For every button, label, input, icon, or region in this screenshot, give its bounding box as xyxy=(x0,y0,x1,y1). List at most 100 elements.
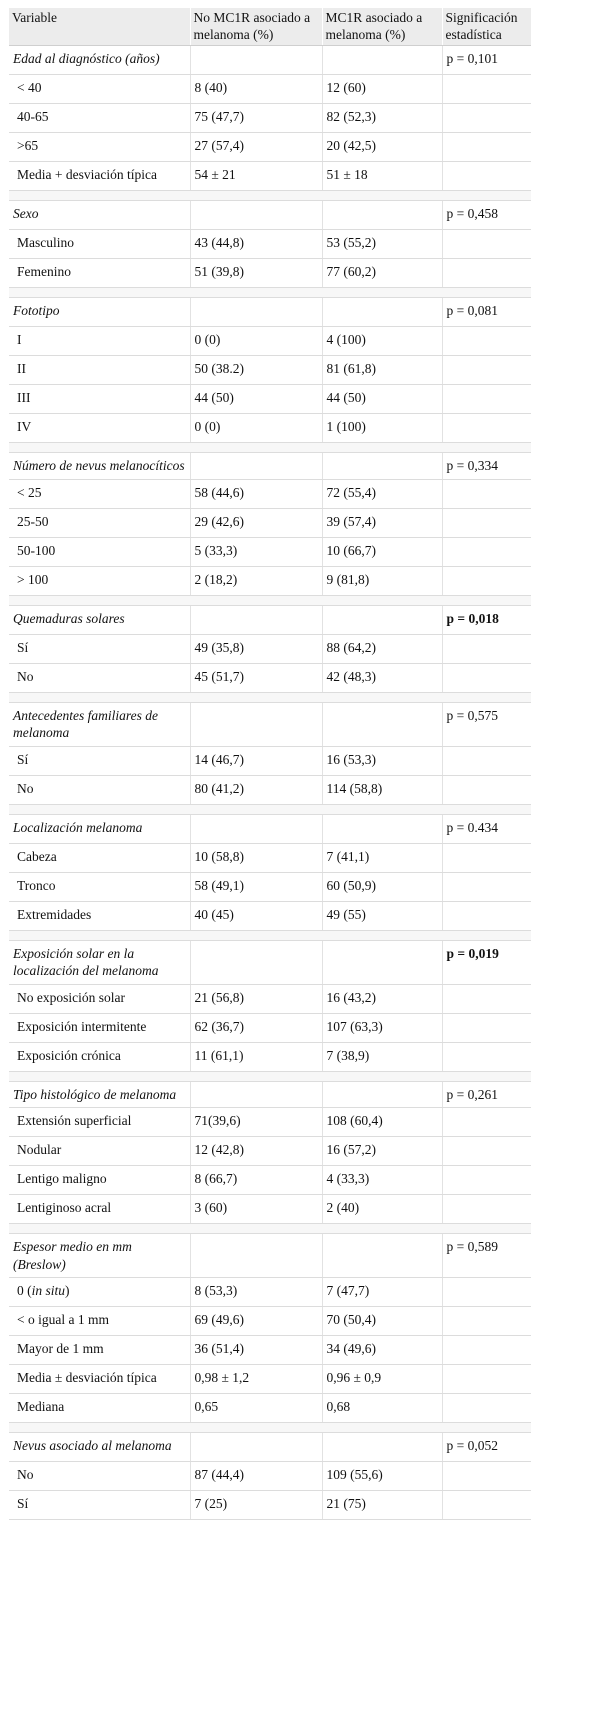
mc1r-value: 34 (49,6) xyxy=(321,1335,442,1365)
empty-cell xyxy=(441,384,531,414)
empty-cell xyxy=(189,1233,322,1278)
empty-cell xyxy=(441,1277,531,1307)
empty-cell xyxy=(441,1490,531,1520)
p-value: p = 0,334 xyxy=(441,452,531,480)
mc1r-value: 9 (81,8) xyxy=(321,566,442,596)
empty-cell xyxy=(321,814,442,844)
no-mc1r-value: 0,65 xyxy=(189,1393,322,1423)
empty-cell xyxy=(441,1364,531,1394)
row-label: < 40 xyxy=(9,74,190,104)
table-row: Extremidades 40 (45) 49 (55) xyxy=(9,901,531,931)
table-row: No 87 (44,4) 109 (55,6) xyxy=(9,1461,531,1491)
p-value: p = 0,101 xyxy=(441,45,531,75)
empty-cell xyxy=(441,103,531,133)
mc1r-value: 7 (38,9) xyxy=(321,1042,442,1072)
row-label: No xyxy=(9,1461,190,1491)
table-row: Exposición intermitente 62 (36,7) 107 (63,… xyxy=(9,1013,531,1043)
empty-cell xyxy=(441,1136,531,1166)
row-label: Femenino xyxy=(9,258,190,288)
empty-cell xyxy=(441,1107,531,1137)
section-spacer xyxy=(9,930,531,941)
row-label: Exposición crónica xyxy=(9,1042,190,1072)
no-mc1r-value: 58 (49,1) xyxy=(189,872,322,902)
section-spacer xyxy=(9,442,531,453)
no-mc1r-value: 27 (57,4) xyxy=(189,132,322,162)
mc1r-value: 0,68 xyxy=(321,1393,442,1423)
no-mc1r-value: 71(39,6) xyxy=(189,1107,322,1137)
mc1r-value: 114 (58,8) xyxy=(321,775,442,805)
category-title: Nevus asociado al melanoma xyxy=(9,1432,190,1462)
no-mc1r-value: 0 (0) xyxy=(189,326,322,356)
table-row: Lentigo maligno 8 (66,7) 4 (33,3) xyxy=(9,1165,531,1195)
category-row: Número de nevus melanocíticos p = 0,334 xyxy=(9,452,531,480)
row-label: Extremidades xyxy=(9,901,190,931)
no-mc1r-value: 0,98 ± 1,2 xyxy=(189,1364,322,1394)
section-spacer xyxy=(9,287,531,298)
empty-cell xyxy=(441,1461,531,1491)
row-label: Mediana xyxy=(9,1393,190,1423)
row-label: >65 xyxy=(9,132,190,162)
category-title: Edad al diagnóstico (años) xyxy=(9,45,190,75)
empty-cell xyxy=(441,663,531,693)
mc1r-value: 53 (55,2) xyxy=(321,229,442,259)
row-label: < 25 xyxy=(9,479,190,509)
table-row: No 80 (41,2) 114 (58,8) xyxy=(9,775,531,805)
mc1r-value: 4 (33,3) xyxy=(321,1165,442,1195)
empty-cell xyxy=(441,355,531,385)
table-row: >65 27 (57,4) 20 (42,5) xyxy=(9,132,531,162)
empty-cell xyxy=(441,634,531,664)
no-mc1r-value: 50 (38.2) xyxy=(189,355,322,385)
table-row: < o igual a 1 mm 69 (49,6) 70 (50,4) xyxy=(9,1306,531,1336)
category-row: Tipo histológico de melanoma p = 0,261 xyxy=(9,1081,531,1108)
p-value: p = 0,261 xyxy=(441,1081,531,1108)
header-row: Variable No MC1R asociado a melanoma (%)… xyxy=(9,8,531,46)
p-value: p = 0,081 xyxy=(441,297,531,327)
no-mc1r-value: 8 (53,3) xyxy=(189,1277,322,1307)
category-row: Nevus asociado al melanoma p = 0,052 xyxy=(9,1432,531,1462)
row-label: < o igual a 1 mm xyxy=(9,1306,190,1336)
empty-cell xyxy=(441,1194,531,1224)
empty-cell xyxy=(441,775,531,805)
category-title: Tipo histológico de melanoma xyxy=(9,1081,190,1108)
p-value: p = 0,019 xyxy=(441,940,531,985)
row-label: Nodular xyxy=(9,1136,190,1166)
empty-cell xyxy=(189,702,322,747)
section-spacer xyxy=(9,595,531,606)
empty-cell xyxy=(321,200,442,230)
empty-cell xyxy=(441,566,531,596)
no-mc1r-value: 80 (41,2) xyxy=(189,775,322,805)
category-row: Fototipo p = 0,081 xyxy=(9,297,531,327)
header-significance: Significación estadística xyxy=(441,8,531,46)
p-value: p = 0,018 xyxy=(441,605,531,635)
mc1r-value: 77 (60,2) xyxy=(321,258,442,288)
row-label: Extensión superficial xyxy=(9,1107,190,1137)
empty-cell xyxy=(189,940,322,985)
row-label: Masculino xyxy=(9,229,190,259)
category-row: Edad al diagnóstico (años) p = 0,101 xyxy=(9,45,531,75)
empty-cell xyxy=(441,161,531,191)
row-label: III xyxy=(9,384,190,414)
category-title: Quemaduras solares xyxy=(9,605,190,635)
category-title: Fototipo xyxy=(9,297,190,327)
row-label: Sí xyxy=(9,1490,190,1520)
empty-cell xyxy=(189,1432,322,1462)
table-row: Sí 14 (46,7) 16 (53,3) xyxy=(9,746,531,776)
category-title: Espesor medio en mm (Breslow) xyxy=(9,1233,190,1278)
header-variable: Variable xyxy=(9,8,190,46)
category-row: Quemaduras solares p = 0,018 xyxy=(9,605,531,635)
no-mc1r-value: 7 (25) xyxy=(189,1490,322,1520)
mc1r-value: 72 (55,4) xyxy=(321,479,442,509)
no-mc1r-value: 36 (51,4) xyxy=(189,1335,322,1365)
category-row: Antecedentes familiares de melanoma p = 0… xyxy=(9,702,531,747)
results-table: Variable No MC1R asociado a melanoma (%)… xyxy=(9,8,531,1520)
empty-cell xyxy=(441,746,531,776)
row-label: Lentigo maligno xyxy=(9,1165,190,1195)
empty-cell xyxy=(441,258,531,288)
no-mc1r-value: 14 (46,7) xyxy=(189,746,322,776)
no-mc1r-value: 8 (40) xyxy=(189,74,322,104)
no-mc1r-value: 45 (51,7) xyxy=(189,663,322,693)
table-row: Media + desviación típica 54 ± 21 51 ± 18 xyxy=(9,161,531,191)
no-mc1r-value: 3 (60) xyxy=(189,1194,322,1224)
table-row: III 44 (50) 44 (50) xyxy=(9,384,531,414)
